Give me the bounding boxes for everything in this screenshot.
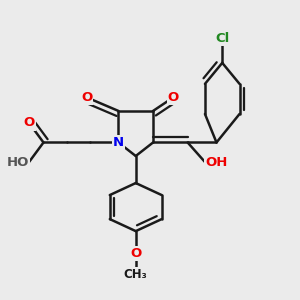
Text: Cl: Cl bbox=[215, 32, 230, 45]
Text: CH₃: CH₃ bbox=[124, 268, 148, 281]
Text: O: O bbox=[81, 91, 92, 104]
Text: O: O bbox=[23, 116, 35, 130]
Text: N: N bbox=[113, 136, 124, 149]
Text: O: O bbox=[130, 247, 141, 260]
Text: OH: OH bbox=[205, 155, 227, 169]
Text: O: O bbox=[168, 91, 179, 104]
Text: HO: HO bbox=[7, 155, 29, 169]
